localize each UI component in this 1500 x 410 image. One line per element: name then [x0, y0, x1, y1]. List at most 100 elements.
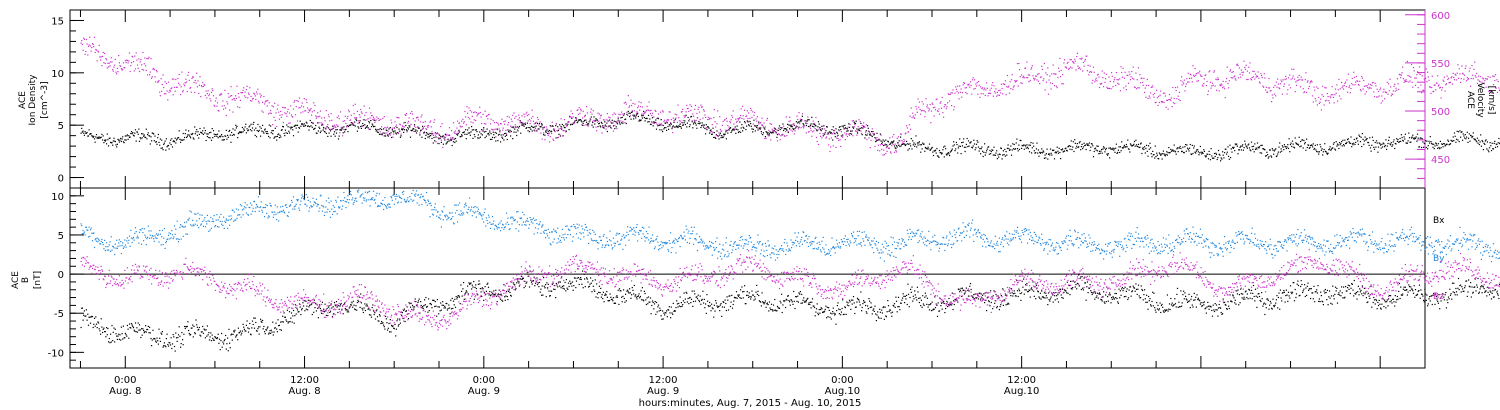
- velocity-point: [988, 92, 990, 94]
- velocity-point: [621, 113, 623, 115]
- velocity-point: [1319, 101, 1321, 103]
- density-point: [711, 133, 713, 135]
- density-point: [740, 131, 742, 133]
- density-point: [684, 120, 686, 122]
- density-point: [1285, 146, 1287, 148]
- density-point: [679, 123, 681, 125]
- density-point: [1017, 150, 1019, 152]
- velocity-point: [846, 133, 848, 135]
- density-point: [87, 135, 89, 137]
- density-point: [1010, 145, 1012, 147]
- velocity-point: [1036, 79, 1038, 81]
- density-point: [837, 134, 839, 136]
- velocity-point: [284, 112, 286, 114]
- velocity-point: [104, 52, 106, 54]
- velocity-point: [932, 107, 935, 109]
- density-point: [1355, 141, 1357, 143]
- density-point: [1400, 140, 1402, 142]
- density-point: [965, 143, 967, 145]
- density-point: [1413, 138, 1415, 140]
- velocity-point: [1243, 60, 1245, 62]
- density-point: [280, 136, 282, 138]
- density-point: [1103, 147, 1105, 149]
- velocity-point: [1117, 82, 1119, 84]
- density-point: [453, 138, 455, 140]
- velocity-point: [241, 92, 243, 94]
- density-point: [221, 134, 223, 136]
- velocity-point: [1254, 73, 1257, 75]
- density-point: [973, 139, 975, 141]
- velocity-point: [1231, 71, 1233, 74]
- velocity-point: [337, 115, 340, 117]
- velocity-point: [777, 133, 779, 135]
- velocity-point: [84, 53, 86, 55]
- density-point: [128, 135, 130, 137]
- velocity-point: [437, 136, 439, 139]
- density-point: [709, 132, 711, 134]
- density-point: [675, 126, 677, 128]
- velocity-point: [1118, 83, 1120, 85]
- density-point: [273, 137, 275, 139]
- velocity-point: [1428, 79, 1430, 81]
- velocity-point: [1354, 84, 1356, 86]
- velocity-point: [1447, 78, 1449, 81]
- density-point: [811, 116, 813, 118]
- velocity-point: [274, 119, 276, 121]
- density-point: [1480, 145, 1482, 147]
- velocity-point: [1101, 82, 1103, 84]
- density-point: [883, 144, 885, 147]
- velocity-point: [120, 68, 122, 70]
- velocity-point: [1044, 89, 1046, 91]
- velocity-point: [523, 113, 525, 115]
- velocity-point: [469, 109, 471, 112]
- velocity-point: [195, 82, 197, 84]
- density-point: [1494, 146, 1497, 148]
- density-point: [625, 122, 627, 125]
- velocity-point: [920, 113, 922, 115]
- density-point: [1324, 143, 1326, 145]
- density-point: [1102, 148, 1104, 150]
- density-point: [106, 143, 108, 145]
- density-point: [1220, 157, 1222, 159]
- density-point: [1269, 149, 1271, 151]
- velocity-point: [780, 135, 782, 137]
- density-point: [1209, 159, 1212, 161]
- density-point: [1263, 148, 1265, 150]
- velocity-point: [1009, 81, 1011, 83]
- density-point: [358, 127, 360, 129]
- density-point: [1415, 136, 1417, 138]
- density-point: [1217, 157, 1219, 159]
- density-point: [495, 140, 497, 142]
- velocity-point: [616, 120, 619, 122]
- velocity-point: [1021, 82, 1023, 85]
- velocity-point: [1110, 88, 1112, 90]
- density-point: [1033, 145, 1035, 147]
- velocity-point: [1269, 87, 1271, 89]
- density-point: [1497, 142, 1499, 144]
- velocity-point: [219, 94, 221, 96]
- velocity-point: [795, 125, 797, 127]
- density-point: [811, 125, 814, 127]
- density-point: [1023, 148, 1025, 150]
- velocity-point: [1377, 90, 1380, 93]
- velocity-point: [1078, 67, 1080, 69]
- density-point: [930, 147, 933, 149]
- velocity-point: [729, 120, 731, 123]
- velocity-point: [559, 127, 561, 129]
- velocity-point: [655, 122, 658, 124]
- velocity-point: [639, 106, 641, 108]
- density-point: [572, 122, 574, 124]
- velocity-point: [145, 69, 147, 72]
- density-point: [1261, 144, 1263, 146]
- density-point: [626, 113, 628, 115]
- velocity-point: [1020, 82, 1022, 84]
- density-point: [1288, 138, 1290, 140]
- density-point: [335, 132, 338, 134]
- density-point: [472, 137, 474, 139]
- density-point: [969, 142, 972, 144]
- density-point: [1050, 152, 1052, 154]
- velocity-point: [663, 121, 665, 123]
- density-point: [1146, 144, 1148, 146]
- velocity-point: [1326, 93, 1328, 95]
- density-point: [1250, 150, 1252, 152]
